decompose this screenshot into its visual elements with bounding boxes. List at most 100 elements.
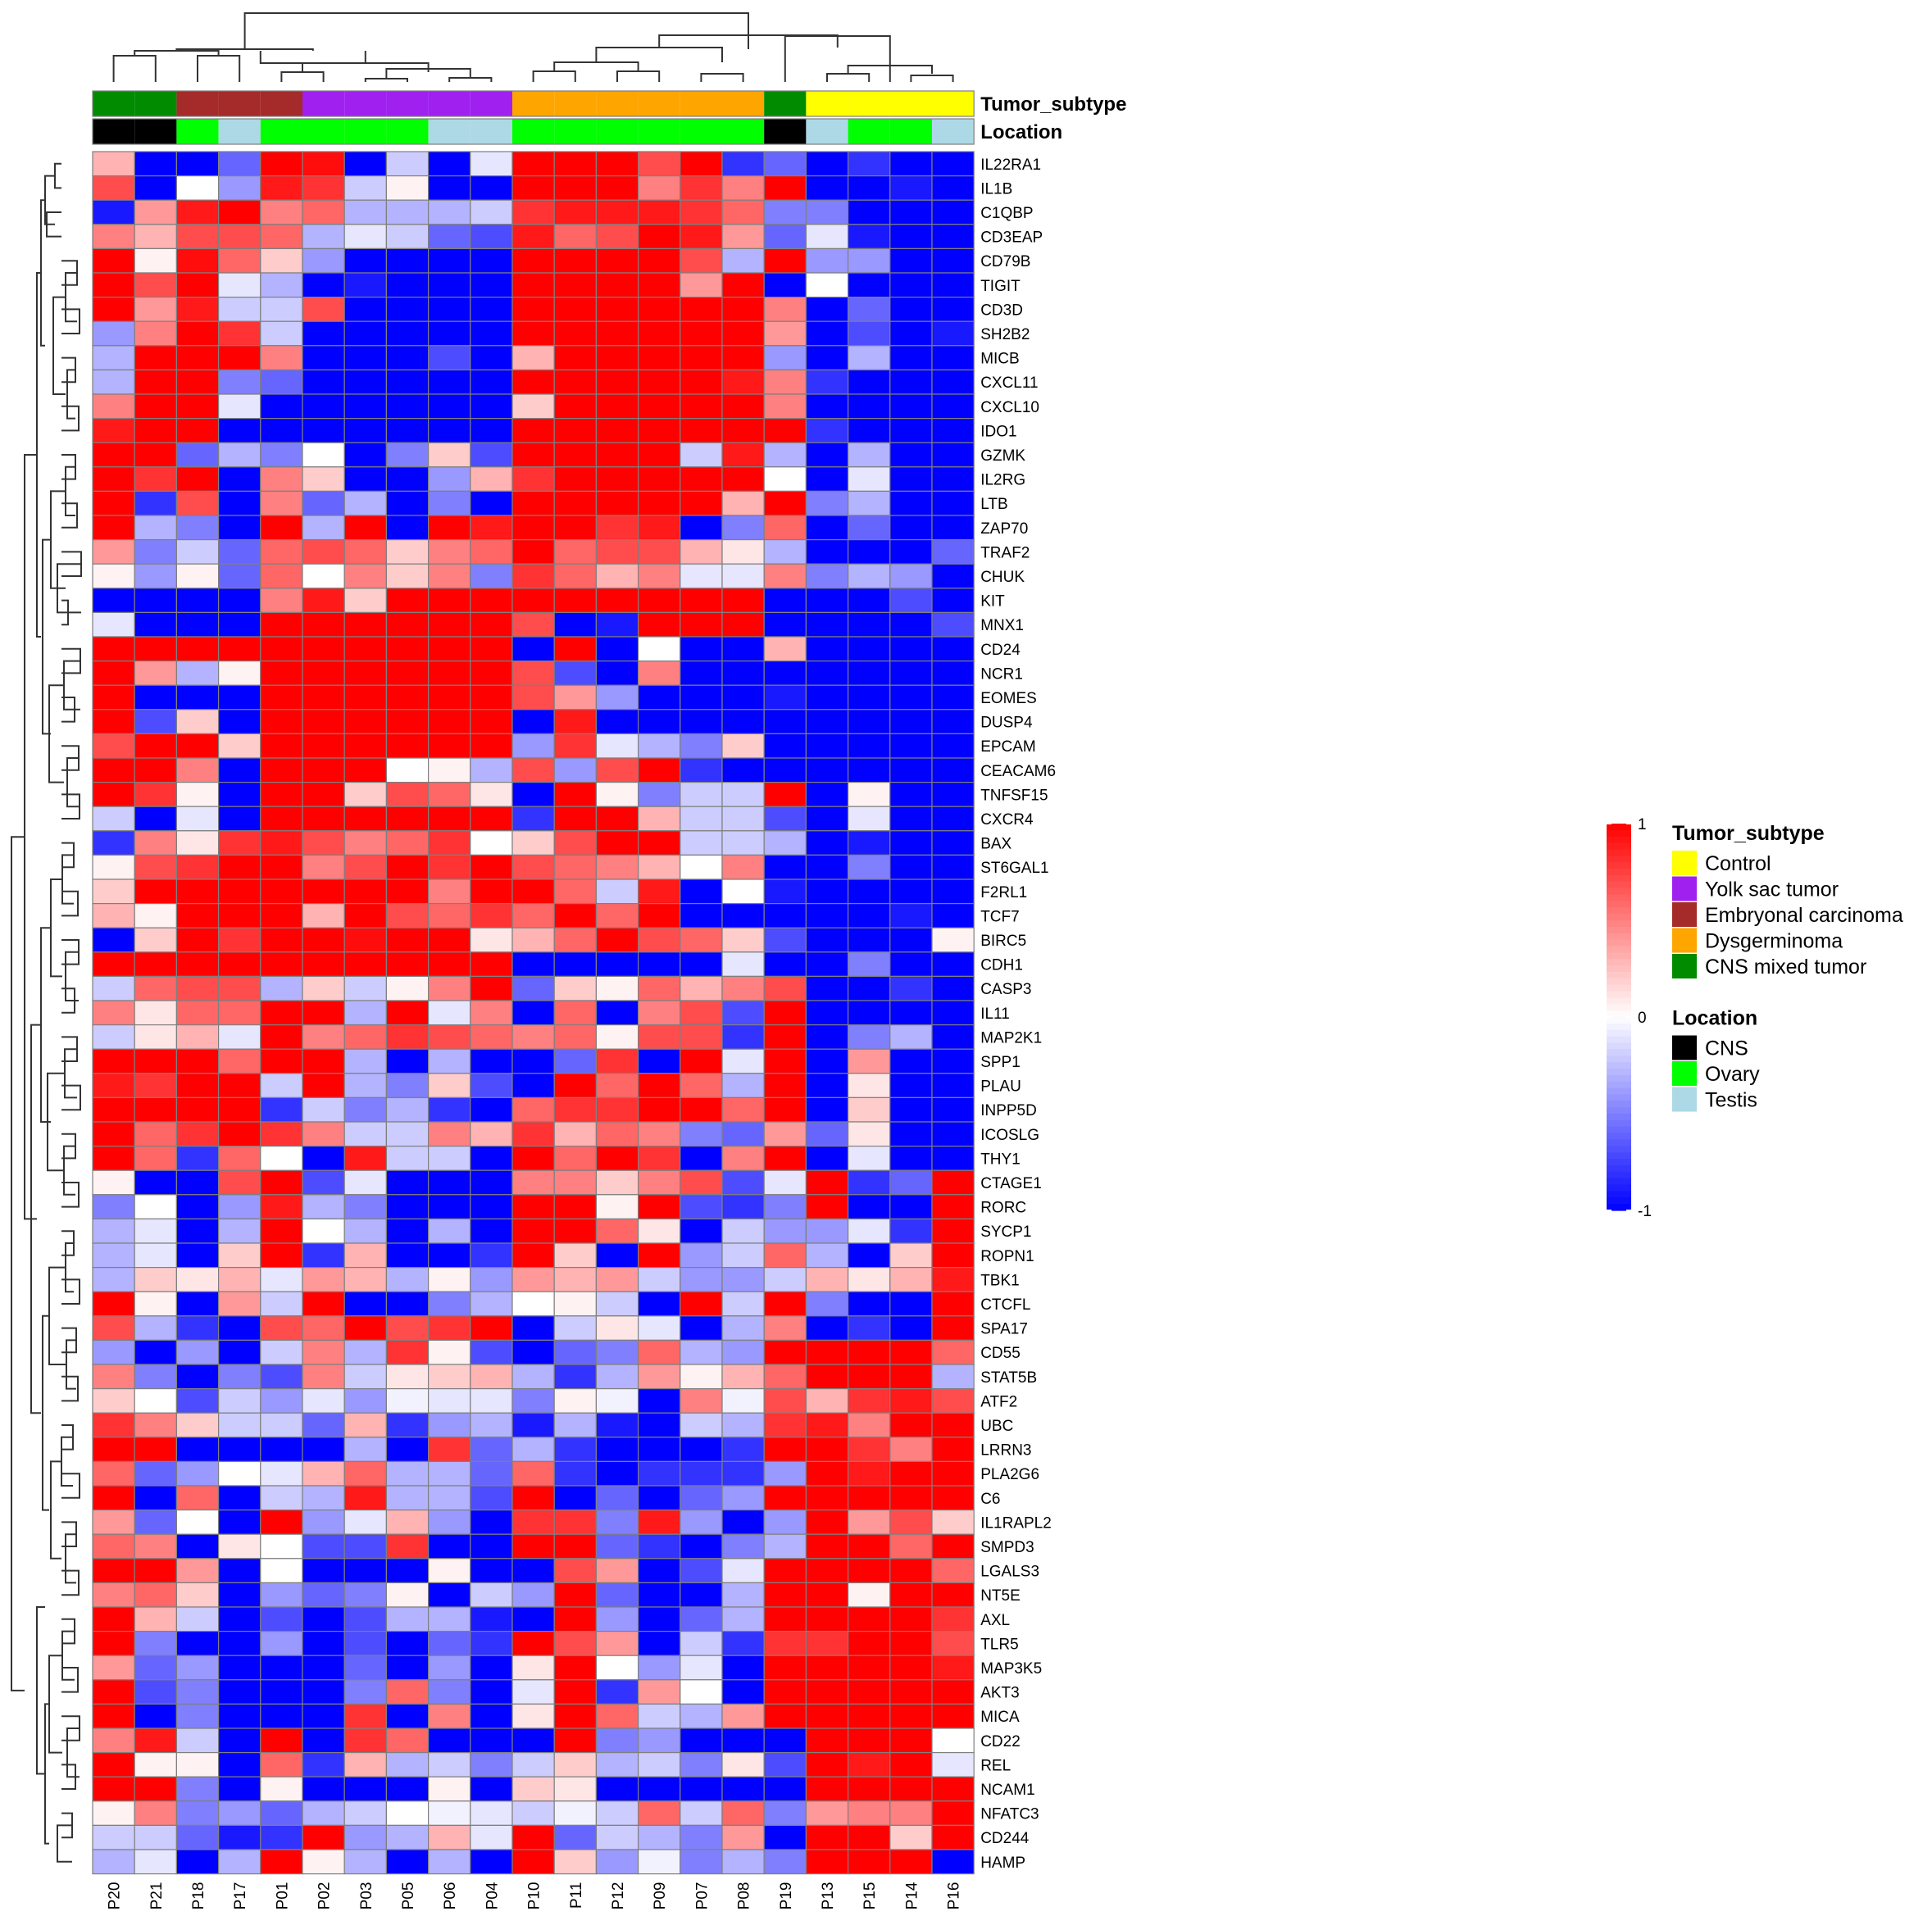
heatmap-cell (805, 515, 849, 541)
heatmap-cell (175, 757, 220, 783)
heatmap-cell (218, 490, 261, 516)
heatmap-cell (637, 806, 681, 832)
heatmap-cell (92, 951, 135, 978)
heatmap-cell (218, 247, 261, 274)
heatmap-cell (637, 1218, 681, 1244)
heatmap-cell (889, 660, 933, 686)
heatmap-cell (134, 175, 177, 201)
heatmap-cell (847, 466, 891, 492)
column-label: P08 (736, 1882, 753, 1910)
row-dendrogram-link (64, 1048, 77, 1099)
heatmap-cell (721, 1315, 765, 1342)
heatmap-cell (134, 975, 177, 1001)
heatmap-cell (889, 781, 933, 807)
heatmap-cell (343, 418, 388, 443)
heatmap-cell (427, 247, 471, 274)
heatmap-cell (637, 1412, 681, 1438)
heatmap-cell (385, 1266, 430, 1292)
heatmap-cell (595, 1728, 639, 1754)
heatmap-cell (343, 588, 388, 613)
heatmap-cell (595, 1218, 639, 1244)
heatmap-cell (680, 1339, 723, 1365)
heatmap-cell (595, 951, 639, 978)
color-scale-segment (1607, 1062, 1631, 1069)
heatmap-cell (470, 1533, 513, 1560)
heatmap-cell (721, 1121, 765, 1147)
heatmap-cell (343, 563, 388, 589)
heatmap-cell (805, 1096, 849, 1123)
heatmap-cell (931, 1606, 975, 1632)
heatmap-cell (470, 1121, 513, 1147)
heatmap-cell (92, 781, 135, 807)
heatmap-cell (260, 1849, 303, 1875)
column-label: P16 (946, 1882, 963, 1910)
heatmap-cell (721, 1824, 765, 1850)
row-label: RORC (980, 1200, 1026, 1217)
legend-item-label: Yolk sac tumor (1705, 879, 1839, 901)
heatmap-cell (637, 975, 681, 1001)
heatmap-cell (343, 1169, 388, 1196)
heatmap-cell (427, 951, 471, 978)
heatmap-cell (470, 1558, 513, 1584)
heatmap-cell (175, 781, 220, 807)
heatmap-cell (343, 272, 388, 298)
heatmap-cell (175, 1606, 220, 1632)
heatmap-cell (847, 660, 891, 686)
heatmap-cell (385, 1364, 430, 1390)
heatmap-cell (302, 297, 345, 322)
heatmap-cell (92, 393, 135, 420)
color-scale-segment (1607, 1068, 1631, 1076)
heatmap-cell (763, 1387, 807, 1414)
row-label: CD3EAP (980, 229, 1043, 247)
heatmap-cell (175, 1291, 220, 1317)
heatmap-cell (931, 393, 975, 420)
heatmap-cell (847, 369, 891, 395)
column-label: P03 (358, 1882, 375, 1910)
heatmap-cell (511, 1364, 555, 1390)
heatmap-cell (721, 1800, 765, 1827)
heatmap-cell (218, 684, 261, 711)
heatmap-cell (343, 975, 388, 1001)
heatmap-cell (511, 320, 555, 347)
heatmap-cell (931, 660, 975, 686)
heatmap-cell (470, 1242, 513, 1269)
heatmap-cell (805, 490, 849, 516)
heatmap-cell (805, 1849, 849, 1875)
heatmap-cell (763, 1800, 807, 1827)
heatmap-cell (134, 1169, 177, 1196)
heatmap-cell (595, 1315, 639, 1342)
heatmap-cell (637, 1048, 681, 1074)
heatmap-cell (805, 611, 849, 638)
heatmap-cell (847, 1364, 891, 1390)
heatmap-cell (847, 418, 891, 443)
heatmap-cell (763, 418, 807, 443)
heatmap-cell (260, 1145, 303, 1171)
heatmap-cell (343, 1485, 388, 1511)
heatmap-cell (175, 1776, 220, 1802)
heatmap-cell (931, 1800, 975, 1827)
heatmap-cell (260, 1048, 303, 1074)
heatmap-cell (385, 538, 430, 565)
heatmap-cell (595, 1364, 639, 1390)
heatmap-cell (931, 345, 975, 370)
heatmap-cell (92, 1460, 135, 1487)
row-dendrogram-link (61, 854, 74, 905)
heatmap-cell (218, 1630, 261, 1656)
heatmap-cell (931, 1630, 975, 1656)
heatmap-cell (218, 1460, 261, 1487)
heatmap-cell (763, 1582, 807, 1608)
legend-title: Location (1672, 1007, 1757, 1030)
heatmap-cell (680, 636, 723, 662)
heatmap-cell (763, 1728, 807, 1754)
heatmap-cell (637, 1096, 681, 1123)
heatmap-cell (889, 515, 933, 541)
heatmap-cell (595, 1533, 639, 1560)
heatmap-cell (763, 1703, 807, 1729)
row-dendrogram-link (61, 1375, 79, 1402)
heatmap-cell (385, 1679, 430, 1705)
heatmap-cell (511, 733, 555, 759)
heatmap-cell (134, 1024, 177, 1050)
row-dendrogram-link (48, 1266, 66, 1365)
heatmap-cell (427, 1339, 471, 1365)
heatmap-cell (343, 611, 388, 638)
